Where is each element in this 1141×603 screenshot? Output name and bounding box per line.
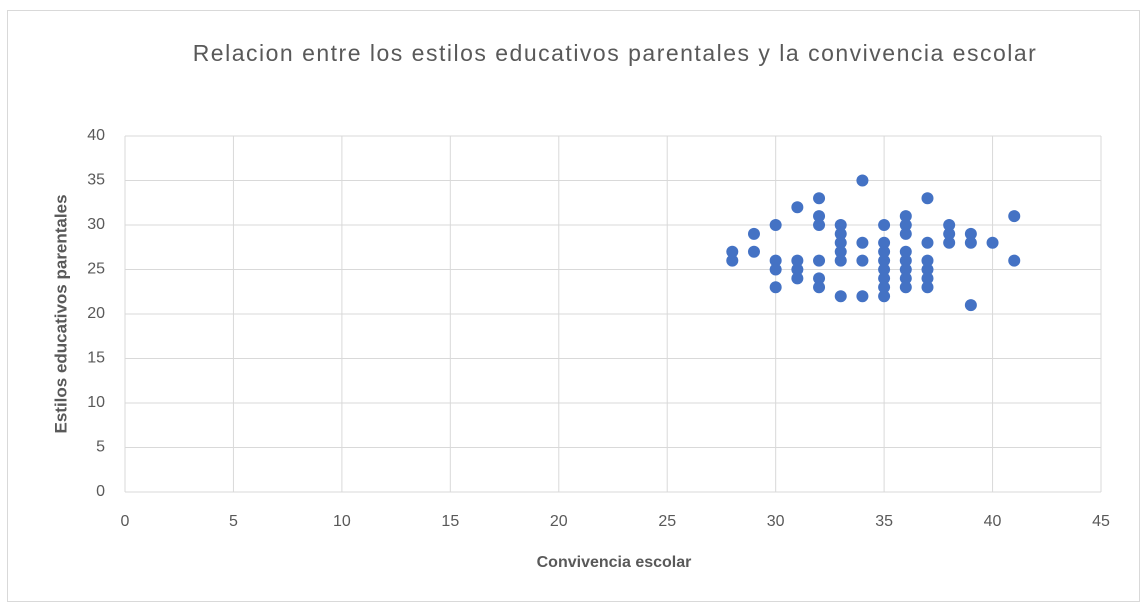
point [878,219,891,231]
point [899,227,912,240]
point [899,219,912,231]
point [813,281,826,294]
point [834,245,847,258]
x-tick-label: 20 [550,513,568,530]
point [813,254,826,267]
point [856,174,869,187]
chart-title: Relacion entre los estilos educativos pa… [192,40,1038,66]
point [899,254,912,267]
point [964,236,977,249]
point [856,254,869,267]
y-tick-label: 40 [87,127,105,144]
point [813,272,826,285]
y-tick-label: 25 [87,261,105,278]
point [747,245,760,258]
point [878,254,891,267]
point [899,281,912,294]
point [769,219,782,231]
point [791,263,804,276]
point [856,290,869,303]
y-tick-label: 15 [87,350,105,367]
y-tick-label: 5 [96,439,105,456]
point [878,290,891,303]
x-tick-label: 35 [875,513,893,530]
x-tick-label: 30 [767,513,785,530]
point [769,254,782,267]
point [899,245,912,258]
point [921,272,934,285]
point [986,236,999,249]
point [964,299,977,312]
x-axis-label: Convivencia escolar [537,554,692,571]
point [943,227,956,240]
point [943,236,956,249]
point [943,219,956,231]
point [813,192,826,205]
chart-border [7,10,1140,602]
point [878,281,891,294]
point [834,219,847,231]
x-tick-label: 0 [121,513,130,530]
point [791,201,804,214]
y-tick-label: 20 [87,305,105,322]
y-axis-label: Estilos educativos parentales [51,194,70,433]
point [878,245,891,258]
point [834,254,847,267]
point [769,263,782,276]
x-tick-label: 25 [658,513,676,530]
point [791,254,804,267]
point [769,281,782,294]
point [1008,210,1021,223]
point [813,210,826,223]
point [834,290,847,303]
point [921,236,934,249]
x-tick-label: 10 [333,513,351,530]
point [834,227,847,240]
point [899,272,912,285]
point [878,236,891,249]
point [791,272,804,285]
y-tick-label: 30 [87,216,105,233]
y-tick-label: 35 [87,172,105,189]
y-tick-label: 0 [96,483,105,500]
point [878,263,891,276]
x-tick-label: 15 [441,513,459,530]
point [834,236,847,249]
point [747,227,760,240]
point [921,192,934,205]
point [856,236,869,249]
point [899,263,912,276]
x-tick-label: 5 [229,513,238,530]
x-tick-label: 45 [1092,513,1110,530]
point [878,272,891,285]
point [726,245,739,258]
point [813,219,826,231]
point [899,210,912,223]
point [726,254,739,267]
point [921,281,934,294]
y-tick-label: 10 [87,394,105,411]
x-tick-label: 40 [984,513,1002,530]
point [921,263,934,276]
point [921,254,934,267]
point [964,227,977,240]
point [1008,254,1021,267]
